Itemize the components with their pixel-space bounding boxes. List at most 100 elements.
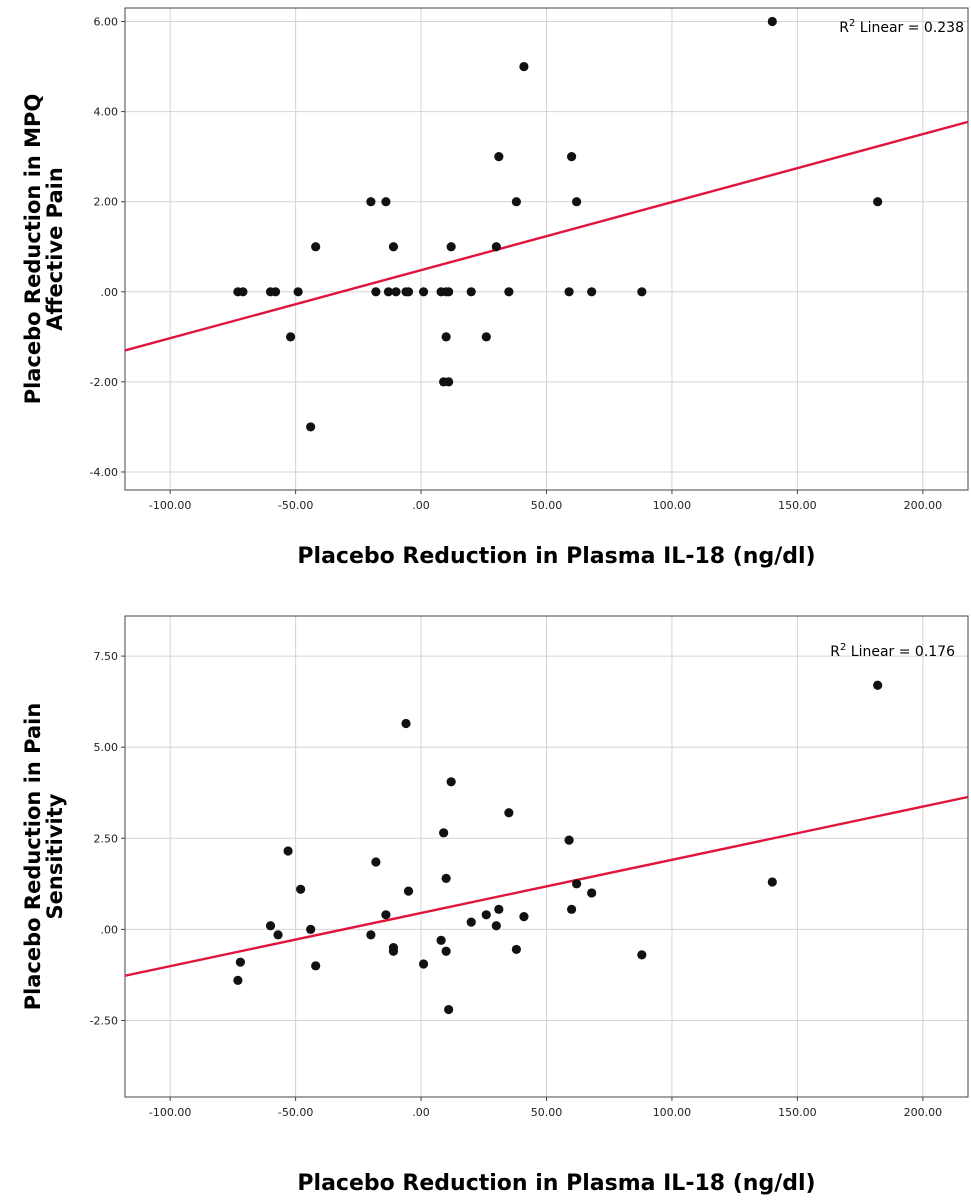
data-point: [444, 1004, 454, 1015]
data-point: [403, 287, 414, 297]
x-tick-label: -50.00: [278, 1106, 313, 1119]
data-point: [293, 287, 303, 297]
x-tick-label: -100.00: [149, 499, 191, 512]
data-point: [587, 287, 597, 297]
data-point: [504, 808, 514, 818]
data-point: [494, 904, 504, 914]
y-axis-title: Placebo Reduction in PainSensitivity: [21, 703, 67, 1011]
data-point: [444, 287, 454, 297]
data-point: [441, 873, 451, 883]
data-point: [481, 332, 491, 342]
data-point: [873, 680, 883, 690]
data-point: [572, 197, 582, 207]
data-point: [441, 332, 451, 342]
data-point: [366, 930, 376, 940]
regression-line: [124, 795, 969, 977]
data-point: [564, 287, 574, 297]
data-point: [371, 287, 381, 297]
data-point: [381, 197, 391, 207]
x-tick-label: 100.00: [653, 1106, 692, 1119]
regression-line: [124, 120, 969, 352]
x-tick-label: 50.00: [531, 1106, 563, 1119]
data-point: [439, 828, 449, 838]
data-point: [235, 957, 246, 967]
y-tick-label: -2.00: [90, 376, 118, 389]
data-point: [371, 857, 381, 867]
data-point: [311, 242, 321, 252]
data-point: [566, 904, 577, 914]
data-point: [306, 422, 316, 432]
x-tick-label: 200.00: [904, 1106, 943, 1119]
x-tick-label: .00: [412, 499, 430, 512]
data-point: [306, 924, 316, 934]
x-tick-label: 150.00: [778, 499, 817, 512]
data-point: [265, 921, 276, 931]
data-point: [296, 884, 306, 894]
data-point: [481, 910, 491, 920]
y-axis-title: Placebo Reduction in MPQAffective Pain: [21, 94, 67, 405]
r-squared-label: R2 Linear = 0.176: [830, 642, 955, 660]
data-point: [504, 287, 514, 297]
data-point: [564, 835, 574, 845]
x-axis-title: Placebo Reduction in Plasma IL-18 (ng/dl…: [297, 544, 815, 569]
x-tick-label: -50.00: [278, 499, 313, 512]
r-squared-label: R2 Linear = 0.238: [839, 18, 964, 36]
plot-frame: [124, 7, 969, 491]
data-point: [511, 944, 521, 955]
data-point: [494, 152, 504, 162]
data-point: [401, 718, 411, 729]
y-tick-label: -2.50: [90, 1014, 118, 1027]
data-point: [418, 959, 429, 969]
data-point: [311, 961, 321, 971]
data-point: [283, 846, 293, 856]
data-point: [466, 287, 476, 297]
data-point: [403, 886, 414, 896]
data-point: [637, 950, 647, 960]
data-point: [572, 879, 582, 889]
data-point: [441, 946, 451, 956]
scatter-plot-pain-sensitivity: -100.00 -50.00 .00 50.00 100.00 150.00 200.00 7…: [21, 615, 969, 1196]
data-point: [270, 287, 281, 297]
data-point: [491, 242, 501, 252]
data-point: [587, 888, 597, 898]
data-point: [436, 935, 446, 945]
scatter-plot-affective-pain: -100.00 -50.00 .00 50.00 100.00 150.00 200.00 6…: [21, 7, 969, 569]
data-point: [444, 377, 454, 387]
data-point: [238, 287, 248, 297]
data-point: [446, 777, 456, 787]
plot-frame: [124, 615, 969, 1098]
chart-pain-sensitivity: -100.00 -50.00 .00 50.00 100.00 150.00 200.00 7…: [0, 600, 971, 1203]
data-point: [233, 975, 243, 985]
y-tick-label: 5.00: [94, 741, 119, 754]
data-point: [767, 877, 777, 887]
y-tick-label: 2.50: [94, 832, 119, 845]
data-point: [391, 287, 401, 297]
data-point: [273, 930, 283, 940]
x-axis-title: Placebo Reduction in Plasma IL-18 (ng/dl…: [297, 1171, 815, 1196]
data-point: [388, 242, 399, 252]
y-tick-label: -4.00: [90, 466, 118, 479]
data-point: [519, 912, 529, 922]
data-point: [519, 61, 529, 72]
y-tick-label: 7.50: [94, 650, 119, 663]
x-tick-label: .00: [412, 1106, 430, 1119]
y-tick-label: 4.00: [94, 106, 119, 119]
y-tick-label: 2.00: [94, 196, 119, 209]
x-tick-label: 150.00: [778, 1106, 817, 1119]
data-point: [381, 910, 391, 920]
data-point: [637, 287, 647, 297]
data-point: [466, 917, 476, 927]
data-point: [285, 332, 296, 342]
chart-affective-pain: -100.00 -50.00 .00 50.00 100.00 150.00 200.00 6…: [0, 0, 971, 590]
y-tick-label: .00: [101, 286, 119, 299]
y-tick-label: .00: [101, 923, 119, 936]
x-tick-label: -100.00: [149, 1106, 191, 1119]
x-tick-label: 200.00: [904, 499, 943, 512]
data-point: [566, 152, 577, 162]
data-point: [491, 921, 501, 931]
data-point: [383, 287, 394, 297]
data-point: [873, 197, 883, 207]
data-point: [511, 197, 521, 207]
x-tick-label: 50.00: [531, 499, 563, 512]
data-point: [418, 287, 429, 297]
